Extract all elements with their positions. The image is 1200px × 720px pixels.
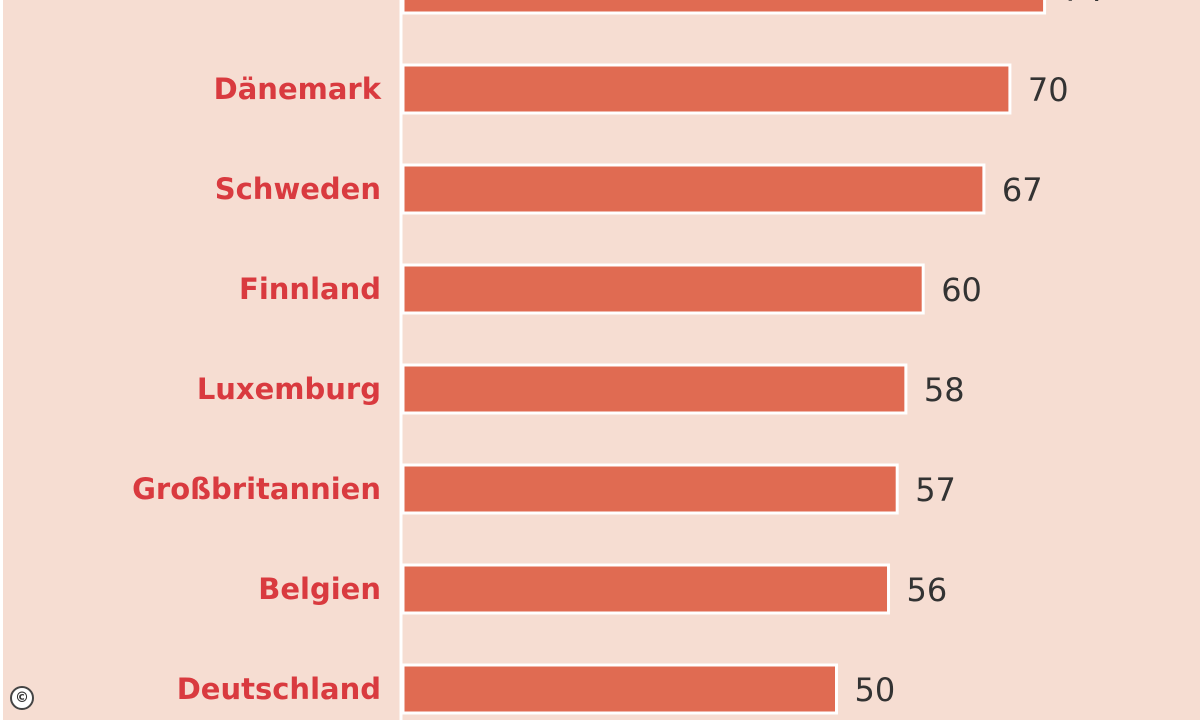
bar [401, 163, 986, 215]
bar [401, 363, 908, 415]
bar [401, 63, 1012, 115]
copyright-icon: © [10, 686, 34, 710]
value-label: 70 [1028, 71, 1069, 109]
bar [401, 663, 838, 715]
category-label: Luxemburg [197, 372, 381, 406]
category-label: Finnland [239, 272, 381, 306]
value-label: 67 [1002, 171, 1043, 209]
bar [401, 563, 891, 615]
value-label: 58 [924, 371, 965, 409]
value-label: 56 [907, 571, 948, 609]
category-label: Deutschland [177, 672, 381, 706]
category-label: Schweden [215, 172, 381, 206]
bar [401, 463, 899, 515]
value-label: 50 [855, 671, 896, 709]
category-label: Dänemark [214, 72, 382, 106]
bar-chart: Niederlande 74 Dänemark 70 Schweden 67 Finnlan… [132, 0, 1104, 720]
bar [401, 263, 925, 315]
value-label: 74 [1063, 0, 1104, 9]
value-label: 60 [941, 271, 982, 309]
value-label: 57 [915, 471, 956, 509]
category-label: Großbritannien [132, 472, 381, 506]
bar [401, 0, 1047, 15]
category-label: Belgien [258, 572, 381, 606]
category-label: Niederlande [182, 0, 381, 6]
